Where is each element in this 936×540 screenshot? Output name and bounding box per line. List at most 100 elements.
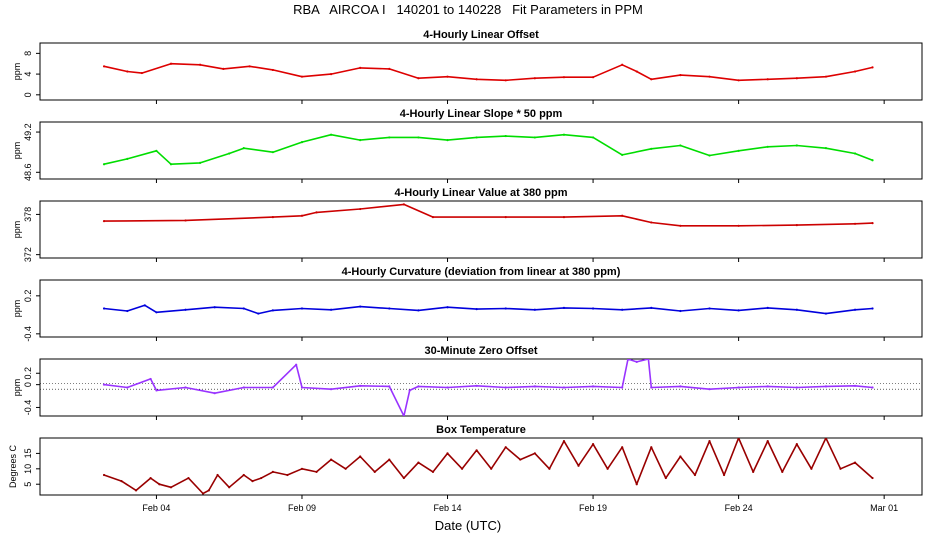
data-point — [260, 476, 263, 480]
data-point — [126, 157, 129, 160]
data-point — [329, 458, 333, 461]
data-point — [286, 473, 289, 477]
data-point — [198, 63, 202, 66]
data-point — [795, 77, 798, 80]
data-point — [504, 386, 507, 389]
data-point — [388, 67, 391, 71]
y-tick-label: 0 — [23, 382, 33, 387]
data-point — [155, 389, 158, 392]
data-point — [577, 464, 580, 467]
x-tick-label: Mar 01 — [870, 503, 898, 513]
data-point — [417, 461, 420, 464]
data-point — [824, 75, 828, 78]
y-tick-label: 378 — [23, 207, 33, 222]
data-point — [708, 439, 711, 443]
data-point — [228, 486, 231, 489]
data-point — [853, 384, 857, 387]
data-point — [198, 161, 202, 165]
data-point — [853, 70, 857, 73]
data-point — [635, 483, 638, 486]
data-point — [871, 159, 874, 162]
data-point — [693, 473, 697, 477]
data-point — [766, 145, 769, 148]
y-tick-label: 372 — [23, 247, 33, 262]
data-point — [621, 308, 624, 311]
data-point — [222, 67, 225, 71]
data-point — [664, 476, 667, 480]
data-point — [853, 308, 857, 311]
data-point — [143, 304, 146, 307]
data-point — [737, 224, 740, 227]
data-point — [446, 452, 449, 455]
x-tick-label: Feb 04 — [142, 503, 170, 513]
data-point — [824, 438, 828, 440]
data-point — [871, 476, 874, 480]
data-point — [102, 307, 106, 310]
data-point — [149, 377, 152, 381]
y-tick-label: -0.4 — [23, 326, 33, 342]
data-point — [431, 470, 435, 473]
data-point — [149, 476, 152, 480]
data-point — [271, 386, 274, 389]
data-point — [184, 386, 187, 389]
series-line — [103, 304, 873, 315]
data-point — [708, 307, 711, 310]
data-point — [300, 467, 304, 470]
data-point — [621, 63, 624, 66]
data-point — [460, 467, 464, 470]
data-point — [126, 309, 129, 313]
data-point — [533, 77, 536, 80]
data-point — [329, 388, 333, 391]
data-point — [134, 489, 138, 492]
data-point — [169, 163, 173, 166]
data-point — [184, 308, 187, 311]
data-point — [102, 473, 106, 477]
data-point — [402, 203, 405, 206]
data-point — [824, 147, 828, 150]
data-point — [766, 306, 769, 309]
y-axis-label: Degrees C — [8, 444, 18, 488]
panel-frame — [39, 279, 923, 338]
data-point — [344, 467, 347, 470]
data-point — [795, 443, 798, 446]
panel-title: 30-Minute Zero Offset — [424, 345, 537, 357]
data-point — [271, 215, 274, 219]
data-point — [408, 389, 411, 392]
data-point — [591, 443, 595, 446]
data-point — [446, 306, 449, 309]
data-point — [679, 385, 682, 388]
data-point — [216, 473, 219, 477]
data-point — [591, 385, 595, 388]
y-tick-label: 0.2 — [23, 290, 33, 303]
data-point — [591, 136, 595, 139]
data-point — [679, 309, 682, 313]
x-tick-label: Feb 19 — [579, 503, 607, 513]
data-point — [446, 139, 449, 142]
data-point — [795, 386, 798, 389]
data-point — [271, 309, 274, 312]
data-point — [490, 467, 493, 470]
data-point — [650, 306, 653, 309]
data-point — [102, 220, 106, 223]
panel-frame — [39, 121, 923, 180]
data-point — [504, 215, 507, 219]
data-point — [300, 386, 304, 389]
y-tick-label: 10 — [23, 464, 33, 474]
data-point — [548, 467, 551, 470]
series-line — [103, 203, 873, 227]
y-tick-label: 4 — [23, 72, 33, 77]
panel-title: 4-Hourly Curvature (deviation from linea… — [342, 266, 621, 278]
data-point — [446, 75, 449, 78]
data-point — [591, 307, 595, 310]
data-point — [533, 308, 536, 311]
data-point — [795, 224, 798, 227]
data-point — [533, 136, 536, 139]
data-point — [373, 470, 376, 473]
data-point — [155, 311, 158, 314]
data-point — [359, 455, 362, 458]
x-tick-label: Feb 24 — [725, 503, 753, 513]
data-point — [388, 136, 391, 139]
data-point — [621, 446, 624, 449]
panel-title: 4-Hourly Linear Offset — [423, 29, 539, 41]
data-point — [300, 307, 304, 310]
